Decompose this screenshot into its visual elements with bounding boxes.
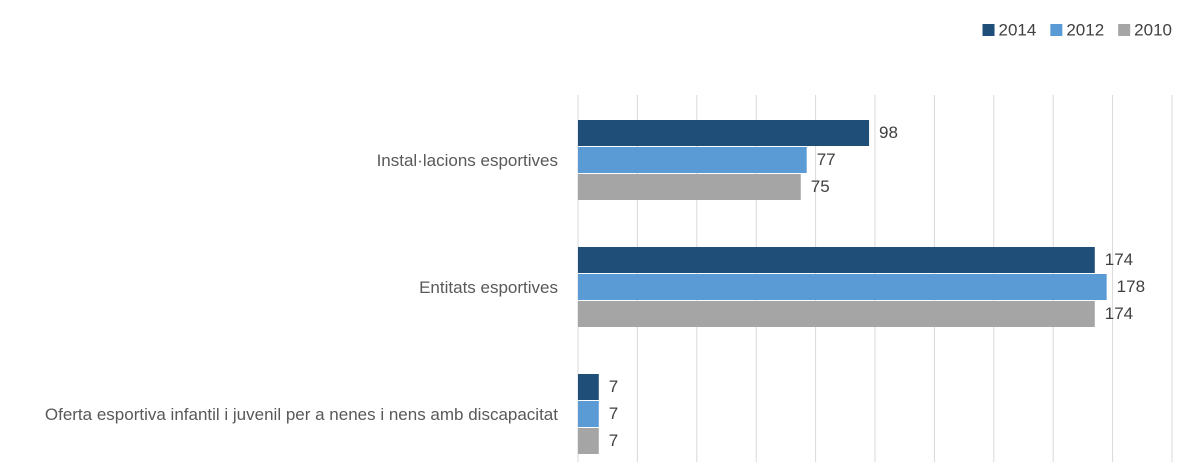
- bar: [578, 401, 599, 427]
- legend-swatch: [982, 24, 995, 36]
- data-label: 7: [609, 377, 618, 396]
- legend-label: 2010: [1134, 20, 1172, 39]
- category-label: Instal·lacions esportives: [376, 150, 558, 170]
- category-label: Oferta esportiva infantil i juvenil per …: [44, 404, 558, 424]
- bar: [578, 428, 599, 454]
- legend-swatch: [1118, 24, 1131, 36]
- data-label: 77: [817, 150, 836, 169]
- bar: [578, 247, 1095, 273]
- legend-label: 2012: [1066, 20, 1104, 39]
- data-label: 174: [1105, 304, 1133, 323]
- category-label: Entitats esportives: [419, 277, 558, 297]
- bar: [578, 274, 1107, 300]
- data-label: 174: [1105, 250, 1133, 269]
- legend-swatch: [1050, 24, 1063, 36]
- data-label: 7: [609, 431, 618, 450]
- data-label: 178: [1117, 277, 1145, 296]
- bar: [578, 147, 807, 173]
- bar: [578, 374, 599, 400]
- bar: [578, 120, 870, 146]
- data-label: 98: [879, 123, 898, 142]
- bar: [578, 301, 1095, 327]
- data-label: 7: [609, 404, 618, 423]
- legend-label: 2014: [999, 20, 1037, 39]
- data-label: 75: [811, 177, 830, 196]
- bar: [578, 174, 801, 200]
